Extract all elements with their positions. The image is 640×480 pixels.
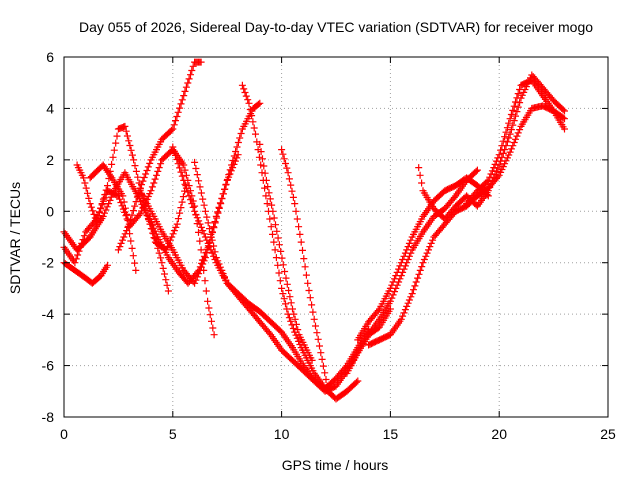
grid-lines [64, 57, 608, 417]
x-tick-label: 0 [60, 426, 68, 442]
y-tick-label: 0 [46, 203, 54, 219]
y-tick-label: -8 [42, 409, 55, 425]
chart-title: Day 055 of 2026, Sidereal Day-to-day VTE… [79, 19, 593, 35]
y-tick-label: 6 [46, 49, 54, 65]
axis-ticks: 0 5 10 15 20 25 -8 -6 -4 -2 0 2 4 6 [42, 49, 616, 442]
x-tick-label: 20 [491, 426, 507, 442]
series-marks [278, 146, 331, 390]
series-track-q [415, 71, 568, 223]
series-marks [365, 102, 568, 349]
series-marks [463, 76, 568, 208]
series-marks [343, 166, 481, 377]
y-tick-label: -6 [42, 358, 55, 374]
x-tick-label: 15 [383, 426, 399, 442]
series-marks [145, 99, 264, 287]
series-track-f [114, 58, 205, 254]
series-track-j [191, 158, 373, 393]
series-marks [114, 58, 205, 254]
series-track-r [463, 76, 568, 208]
series-track-l [256, 140, 316, 364]
y-tick-label: -4 [42, 306, 55, 322]
series-track-p [365, 102, 568, 349]
series-marks [256, 140, 316, 364]
y-tick-label: 4 [46, 100, 54, 116]
x-tick-label: 5 [169, 426, 177, 442]
plot-frame [63, 56, 609, 418]
y-tick-label: 2 [46, 152, 54, 168]
data-points [60, 58, 568, 403]
series-track-k [238, 81, 362, 403]
series-marks [60, 259, 111, 287]
y-axis-label: SDTVAR / TECUs [7, 182, 23, 294]
series-marks [191, 158, 373, 393]
x-tick-label: 25 [600, 426, 616, 442]
series-marks [415, 71, 568, 223]
x-tick-label: 10 [274, 426, 290, 442]
series-track-m [278, 146, 331, 390]
series-marks [238, 81, 362, 403]
series-track-n [343, 166, 481, 377]
series-track-a [60, 259, 111, 287]
series-track-h [145, 99, 264, 287]
y-tick-label: -2 [42, 255, 55, 271]
x-axis-label: GPS time / hours [282, 457, 389, 473]
